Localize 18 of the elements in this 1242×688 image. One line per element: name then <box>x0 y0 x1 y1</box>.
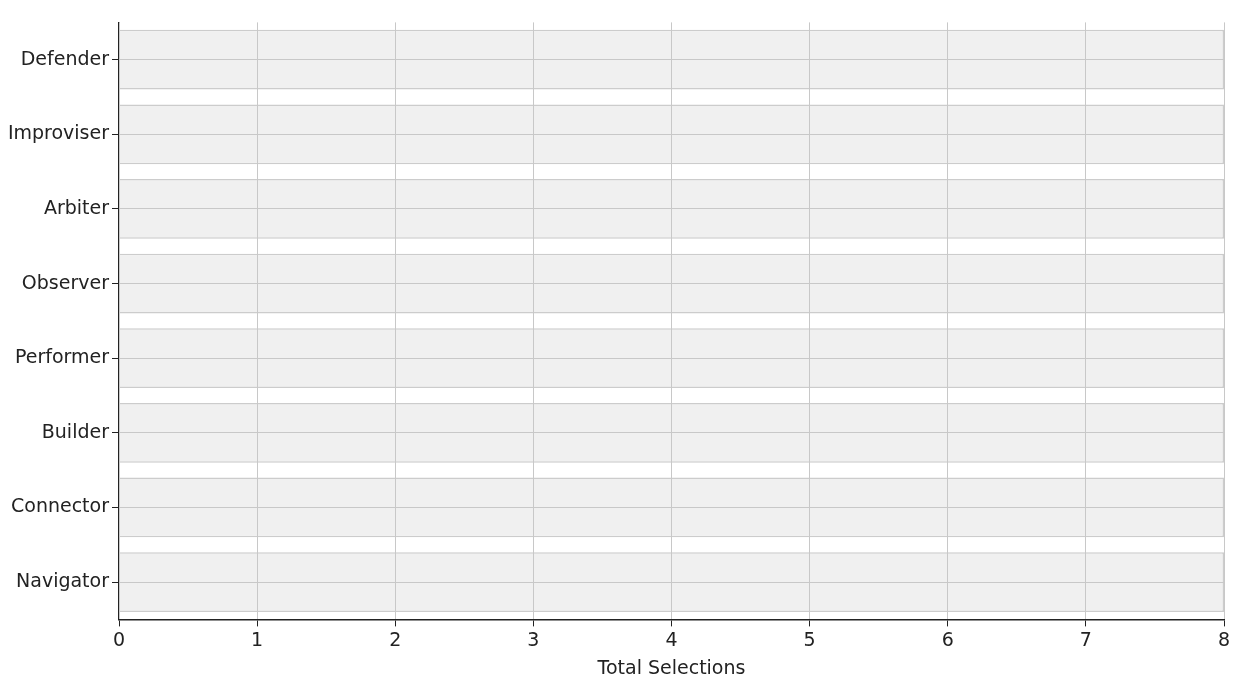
y-tick-label: Navigator <box>16 569 110 592</box>
y-tick-label: Observer <box>21 270 110 293</box>
x-tick-label: 2 <box>389 627 402 650</box>
x-tick-label: 5 <box>803 627 816 650</box>
x-tick-label: 8 <box>1217 627 1231 650</box>
x-tick-label: 0 <box>112 627 126 650</box>
y-tick-label: Arbiter <box>43 195 110 218</box>
y-tick-label: Improviser <box>7 121 110 144</box>
x-tick-label: 4 <box>665 627 678 650</box>
y-tick-label: Connector <box>11 494 110 517</box>
y-tick-label: Defender <box>20 46 110 69</box>
y-tick-label: Performer <box>14 345 110 368</box>
x-axis-title: Total Selections <box>596 655 746 678</box>
y-tick-label: Builder <box>41 419 110 442</box>
x-tick-label: 3 <box>527 627 540 650</box>
x-tick-label: 6 <box>941 627 954 650</box>
x-tick-label: 1 <box>251 627 264 650</box>
x-tick-label: 7 <box>1079 627 1092 650</box>
